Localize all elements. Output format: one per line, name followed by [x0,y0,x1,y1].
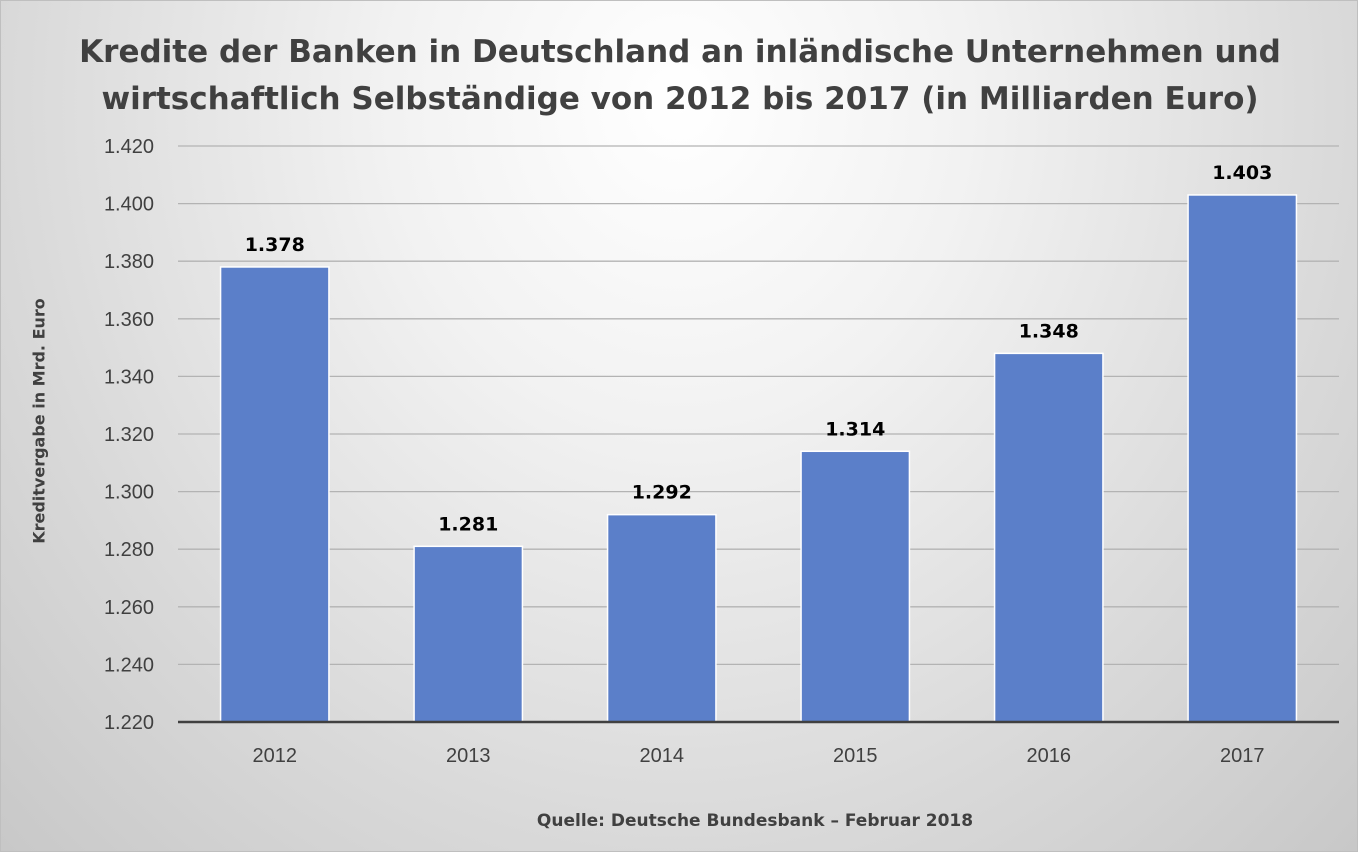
chart-title: Kredite der Banken in Deutschland an inl… [1,29,1357,123]
bar-value-label: 1.314 [825,418,885,440]
x-tick-label: 2017 [1220,745,1265,767]
bar-value-label: 1.348 [1019,320,1079,342]
bar [993,352,1104,723]
bar [606,513,717,723]
y-tick-label: 1.400 [104,194,154,216]
x-tick-label: 2015 [833,745,878,767]
bar-value-label: 1.378 [245,234,305,256]
y-tick-label: 1.240 [104,654,154,676]
bar [800,450,911,723]
y-tick-label: 1.220 [104,712,154,734]
x-tick-label: 2013 [446,745,491,767]
bar-value-label: 1.403 [1212,162,1272,184]
bar-value-label: 1.292 [632,482,692,504]
y-tick-label: 1.380 [104,251,154,273]
x-tick-label: 2014 [640,745,685,767]
y-tick-label: 1.280 [104,539,154,561]
y-tick-label: 1.420 [104,136,154,158]
chart-title-line-1: Kredite der Banken in Deutschland an inl… [79,34,1281,70]
bar [413,545,524,723]
x-tick-label: 2016 [1027,745,1072,767]
y-tick-label: 1.260 [104,597,154,619]
y-tick-label: 1.360 [104,309,154,331]
y-tick-label: 1.340 [104,366,154,388]
bar-value-label: 1.281 [438,513,498,535]
source-note: Quelle: Deutsche Bundesbank – Februar 20… [536,811,974,831]
bar [1187,194,1298,723]
chart-title-line-2: wirtschaftlich Selbständige von 2012 bis… [101,81,1259,117]
bar [219,266,330,723]
y-tick-label: 1.300 [104,482,154,504]
y-tick-label: 1.320 [104,424,154,446]
x-tick-label: 2012 [253,745,298,767]
